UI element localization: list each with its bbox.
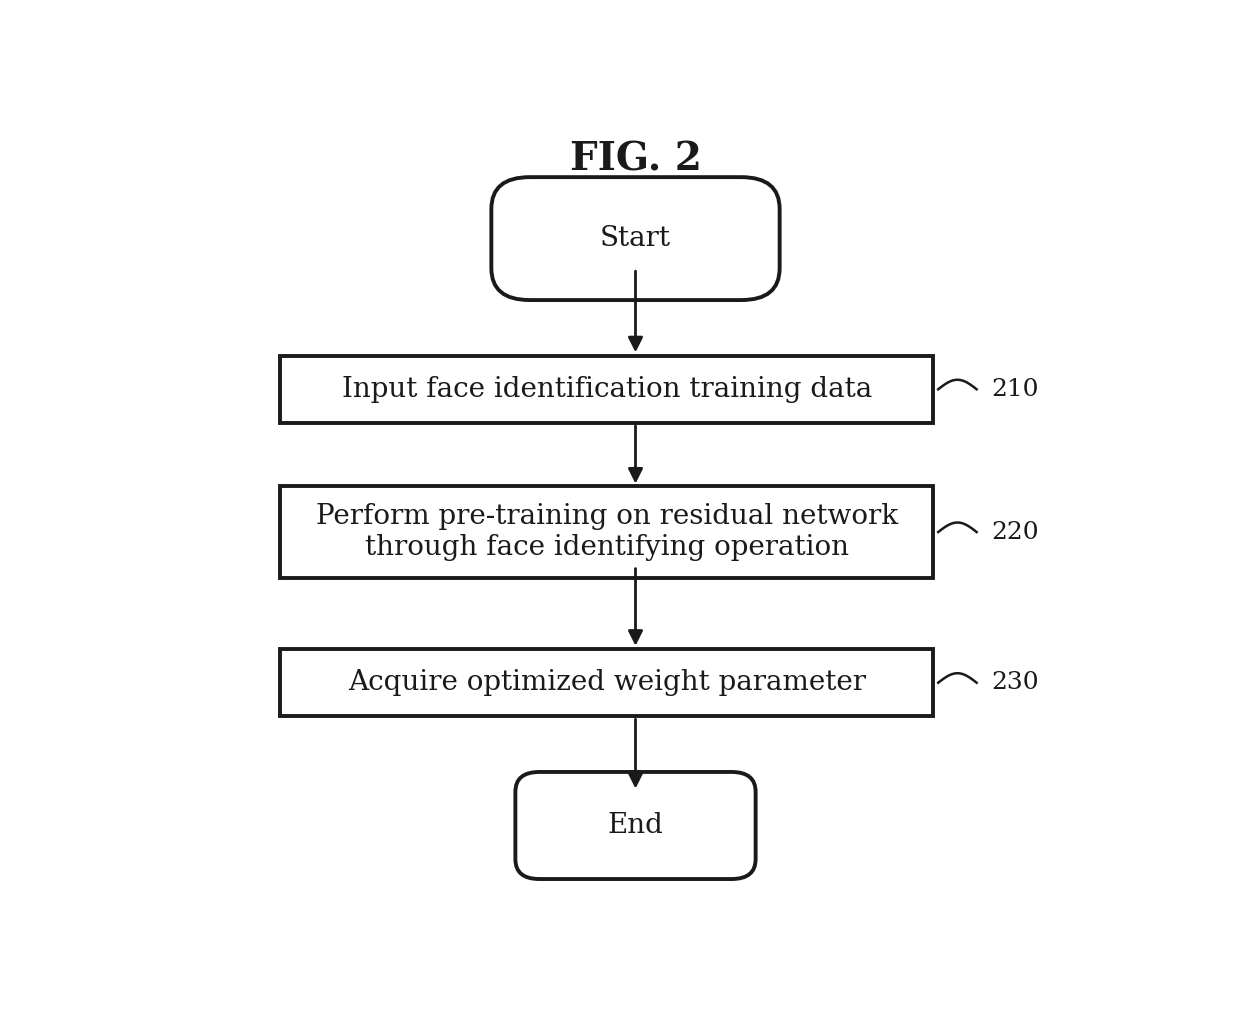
Text: 220: 220 — [991, 520, 1039, 544]
Text: Perform pre-training on residual network
through face identifying operation: Perform pre-training on residual network… — [315, 503, 898, 561]
Text: Input face identification training data: Input face identification training data — [341, 376, 872, 403]
Text: FIG. 2: FIG. 2 — [569, 140, 702, 178]
FancyBboxPatch shape — [491, 177, 780, 300]
Text: End: End — [608, 812, 663, 839]
Text: 230: 230 — [991, 672, 1039, 694]
Text: Acquire optimized weight parameter: Acquire optimized weight parameter — [347, 670, 866, 696]
FancyBboxPatch shape — [516, 771, 755, 879]
Text: Start: Start — [600, 226, 671, 252]
FancyBboxPatch shape — [280, 649, 934, 717]
FancyBboxPatch shape — [280, 486, 934, 578]
FancyBboxPatch shape — [280, 355, 934, 423]
Text: 210: 210 — [991, 378, 1039, 401]
